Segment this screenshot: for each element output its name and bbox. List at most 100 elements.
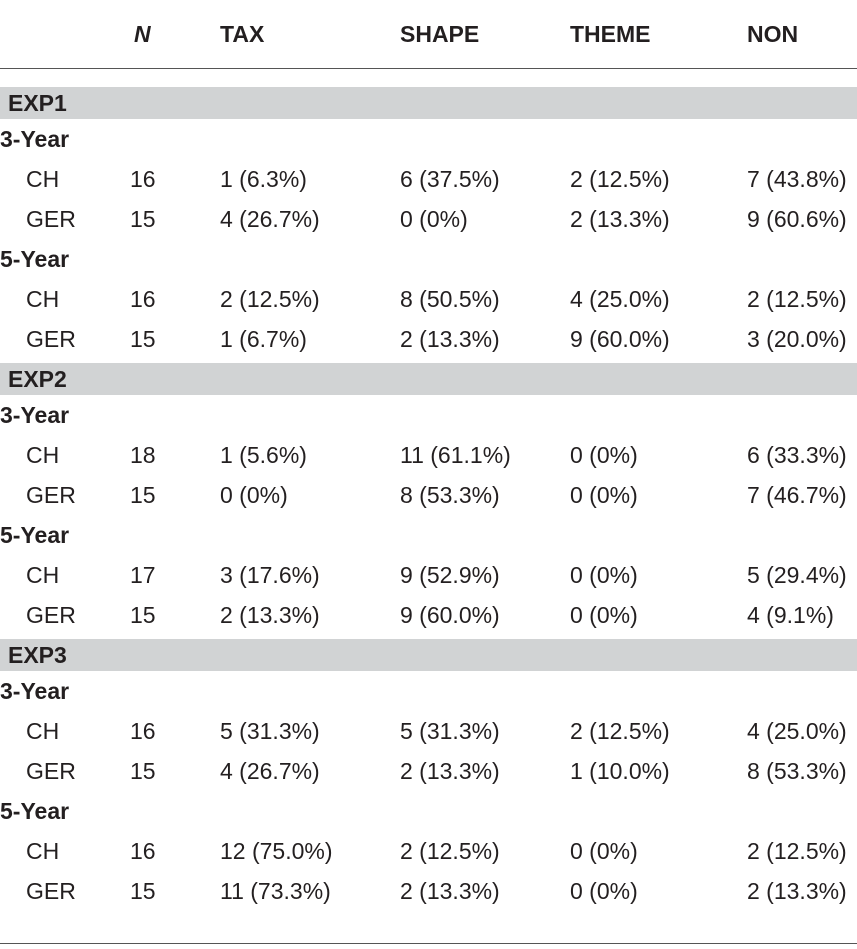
cell-non: 7 (46.7%) <box>747 481 847 508</box>
age-group-label: 3-Year <box>0 125 70 152</box>
age-group-row: 5-Year <box>0 515 857 555</box>
cell-theme: 2 (12.5%) <box>570 165 670 192</box>
table-header: N TAX SHAPE THEME NON <box>0 0 857 69</box>
table-row: GER 15 1 (6.7%) 2 (13.3%) 9 (60.0%) 3 (20.0%) <box>0 319 857 359</box>
cell-n: 16 <box>130 285 156 312</box>
cell-non: 5 (29.4%) <box>747 561 847 588</box>
spacer-row <box>0 69 857 88</box>
results-table: N TAX SHAPE THEME NON EXP1 3-Year CH 16 1 (6… <box>0 0 857 912</box>
cell-theme: 0 (0%) <box>570 481 638 508</box>
cell-tax: 5 (31.3%) <box>220 717 320 744</box>
age-group-row: 3-Year <box>0 671 857 711</box>
cell-group: CH <box>26 717 60 744</box>
cell-n: 15 <box>130 757 156 784</box>
cell-shape: 2 (13.3%) <box>400 757 500 784</box>
age-group-row: 5-Year <box>0 239 857 279</box>
cell-n: 15 <box>130 877 156 904</box>
table-row: CH 16 12 (75.0%) 2 (12.5%) 0 (0%) 2 (12.5%) <box>0 831 857 871</box>
table-row: CH 18 1 (5.6%) 11 (61.1%) 0 (0%) 6 (33.3%) <box>0 435 857 475</box>
cell-n: 18 <box>130 441 156 468</box>
age-group-label: 3-Year <box>0 401 70 428</box>
header-blank <box>0 0 130 69</box>
cell-theme: 4 (25.0%) <box>570 285 670 312</box>
table-row: GER 15 4 (26.7%) 0 (0%) 2 (13.3%) 9 (60.6%) <box>0 199 857 239</box>
table-row: GER 15 0 (0%) 8 (53.3%) 0 (0%) 7 (46.7%) <box>0 475 857 515</box>
cell-group: GER <box>26 601 76 628</box>
table-row: GER 15 4 (26.7%) 2 (13.3%) 1 (10.0%) 8 (53.3%… <box>0 751 857 791</box>
header-theme: THEME <box>570 0 747 69</box>
cell-non: 2 (12.5%) <box>747 837 847 864</box>
age-group-label: 5-Year <box>0 245 70 272</box>
experiment-label: EXP1 <box>0 87 857 119</box>
cell-tax: 4 (26.7%) <box>220 757 320 784</box>
cell-shape: 2 (13.3%) <box>400 325 500 352</box>
cell-non: 3 (20.0%) <box>747 325 847 352</box>
header-tax: TAX <box>220 0 400 69</box>
header-shape: SHAPE <box>400 0 570 69</box>
cell-n: 16 <box>130 717 156 744</box>
cell-tax: 1 (5.6%) <box>220 441 307 468</box>
cell-theme: 2 (13.3%) <box>570 205 670 232</box>
cell-group: GER <box>26 325 76 352</box>
age-group-row: 3-Year <box>0 395 857 435</box>
bottom-rule <box>0 943 857 944</box>
cell-non: 6 (33.3%) <box>747 441 847 468</box>
cell-shape: 9 (52.9%) <box>400 561 500 588</box>
experiment-row: EXP3 <box>0 639 857 671</box>
cell-tax: 2 (12.5%) <box>220 285 320 312</box>
cell-n: 15 <box>130 325 156 352</box>
cell-theme: 0 (0%) <box>570 601 638 628</box>
cell-group: GER <box>26 757 76 784</box>
cell-shape: 6 (37.5%) <box>400 165 500 192</box>
cell-theme: 9 (60.0%) <box>570 325 670 352</box>
table-body: EXP1 3-Year CH 16 1 (6.3%) 6 (37.5%) 2 (12.5%)… <box>0 69 857 912</box>
cell-group: GER <box>26 481 76 508</box>
age-group-label: 3-Year <box>0 677 70 704</box>
cell-n: 17 <box>130 561 156 588</box>
cell-non: 2 (12.5%) <box>747 285 847 312</box>
cell-theme: 2 (12.5%) <box>570 717 670 744</box>
cell-non: 9 (60.6%) <box>747 205 847 232</box>
cell-tax: 1 (6.3%) <box>220 165 307 192</box>
table-row: CH 17 3 (17.6%) 9 (52.9%) 0 (0%) 5 (29.4%) <box>0 555 857 595</box>
cell-theme: 1 (10.0%) <box>570 757 670 784</box>
cell-tax: 12 (75.0%) <box>220 837 333 864</box>
table-row: CH 16 1 (6.3%) 6 (37.5%) 2 (12.5%) 7 (43.8%) <box>0 159 857 199</box>
table-row: GER 15 2 (13.3%) 9 (60.0%) 0 (0%) 4 (9.1%) <box>0 595 857 635</box>
cell-tax: 11 (73.3%) <box>220 877 331 904</box>
cell-n: 15 <box>130 205 156 232</box>
cell-n: 15 <box>130 481 156 508</box>
cell-theme: 0 (0%) <box>570 877 638 904</box>
cell-tax: 2 (13.3%) <box>220 601 320 628</box>
cell-tax: 1 (6.7%) <box>220 325 307 352</box>
spacer-cell <box>0 69 857 88</box>
experiment-row: EXP1 <box>0 87 857 119</box>
cell-n: 16 <box>130 837 156 864</box>
experiment-label: EXP2 <box>0 363 857 395</box>
cell-n: 15 <box>130 601 156 628</box>
header-row: N TAX SHAPE THEME NON <box>0 0 857 69</box>
cell-group: CH <box>26 441 60 468</box>
cell-shape: 0 (0%) <box>400 205 468 232</box>
table-row: GER 15 11 (73.3%) 2 (13.3%) 0 (0%) 2 (13.3%) <box>0 871 857 911</box>
cell-non: 2 (13.3%) <box>747 877 847 904</box>
table-row: CH 16 2 (12.5%) 8 (50.5%) 4 (25.0%) 2 (12.5%) <box>0 279 857 319</box>
cell-shape: 8 (50.5%) <box>400 285 500 312</box>
cell-non: 4 (25.0%) <box>747 717 847 744</box>
cell-shape: 11 (61.1%) <box>400 441 511 468</box>
experiment-label: EXP3 <box>0 639 857 671</box>
cell-group: CH <box>26 837 60 864</box>
cell-tax: 0 (0%) <box>220 481 288 508</box>
header-non: NON <box>747 0 857 69</box>
cell-shape: 5 (31.3%) <box>400 717 500 744</box>
cell-non: 4 (9.1%) <box>747 601 834 628</box>
cell-tax: 4 (26.7%) <box>220 205 320 232</box>
header-n: N <box>130 0 220 69</box>
age-group-row: 3-Year <box>0 119 857 159</box>
cell-non: 7 (43.8%) <box>747 165 847 192</box>
cell-group: CH <box>26 165 60 192</box>
cell-group: CH <box>26 561 60 588</box>
age-group-label: 5-Year <box>0 521 70 548</box>
cell-n: 16 <box>130 165 156 192</box>
